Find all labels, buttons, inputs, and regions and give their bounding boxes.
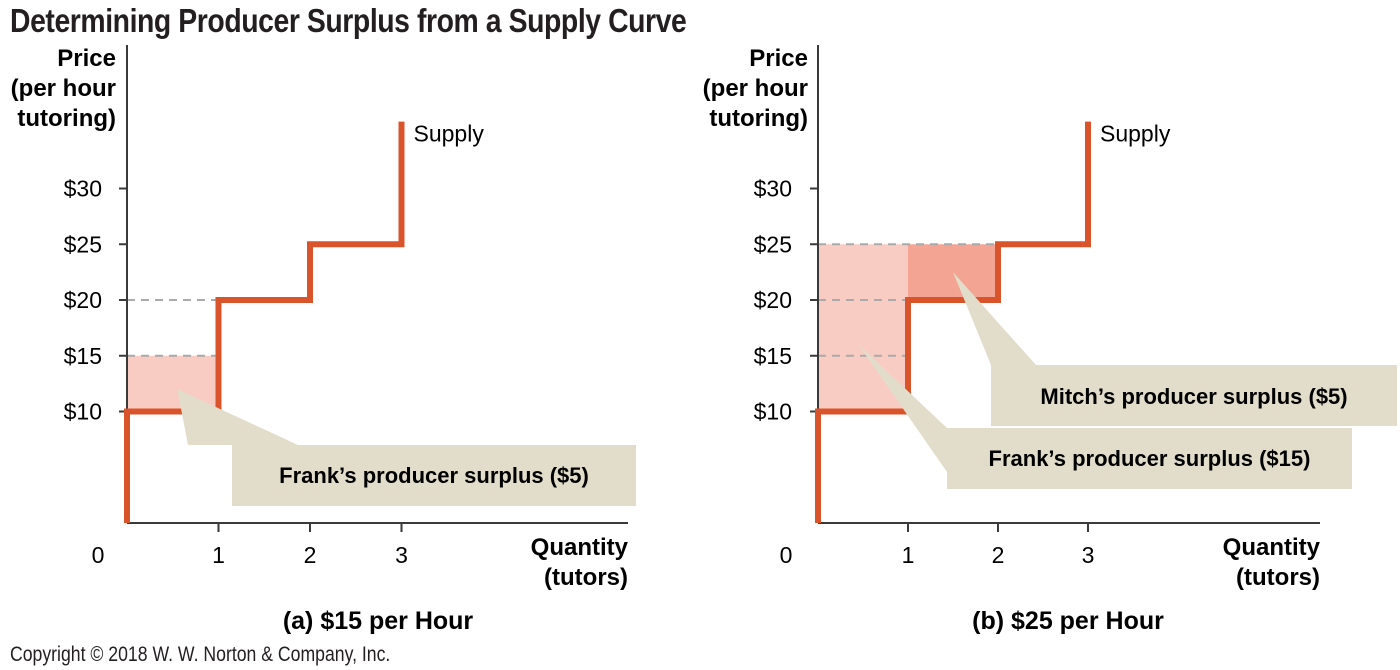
y-tick-label-15: $15 — [64, 343, 102, 369]
callout-text-2: Frank’s producer surplus ($15) — [989, 446, 1311, 471]
x-tick-label-3: 3 — [395, 542, 408, 568]
y-tick-label-20: $20 — [754, 287, 792, 313]
callout-box-2 — [947, 428, 1352, 489]
x-tick-label-2: 2 — [992, 542, 1005, 568]
callout-text-1: Mitch’s producer surplus ($5) — [1040, 384, 1347, 409]
y-axis-title-line-3: tutoring) — [17, 105, 116, 132]
y-axis-title-line-1: Price — [57, 45, 116, 72]
panel-title: (b) $25 per Hour — [972, 607, 1164, 635]
copyright-notice: Copyright © 2018 W. W. Norton & Company,… — [10, 643, 391, 666]
callout-pointer-1 — [953, 272, 1036, 365]
y-axis-title-line-2: (per hour — [703, 75, 808, 102]
x-axis-title-line-1: Quantity — [1223, 534, 1321, 561]
callout-pointer-1 — [177, 389, 298, 445]
y-tick-label-25: $25 — [64, 231, 102, 257]
y-tick-label-15: $15 — [754, 343, 792, 369]
supply-label: Supply — [414, 121, 485, 147]
y-axis-title-line-2: (per hour — [11, 75, 116, 102]
y-tick-label-30: $30 — [754, 176, 792, 202]
callout-box-1 — [232, 445, 636, 506]
x-axis-title-line-2: (tutors) — [544, 564, 628, 591]
x-tick-label-3: 3 — [1082, 542, 1095, 568]
x-tick-label-2: 2 — [304, 542, 317, 568]
x-axis-title-line-2: (tutors) — [1236, 564, 1320, 591]
supply-curve — [815, 121, 1091, 523]
x-axis-title-line-1: Quantity — [531, 534, 629, 561]
y-tick-label-25: $25 — [754, 231, 792, 257]
y-axis-title-line-3: tutoring) — [709, 105, 808, 132]
supply-curve — [124, 121, 405, 523]
callout-pointer-2 — [858, 344, 947, 472]
callout-text-1: Frank’s producer surplus ($5) — [279, 463, 589, 488]
y-axis-title-line-1: Price — [749, 45, 808, 72]
x-tick-label-1: 1 — [212, 542, 225, 568]
panel-b: $10 $15 $20 $25 $30 1 2 3 0 Supply Price (per hour t… — [703, 45, 1397, 635]
origin-label: 0 — [780, 542, 793, 568]
callout-box-1 — [991, 365, 1397, 426]
x-tick-label-1: 1 — [902, 542, 915, 568]
origin-label: 0 — [92, 542, 105, 568]
y-tick-label-30: $30 — [64, 176, 102, 202]
panel-a: $10 $15 $20 $25 $30 1 2 3 0 Supply Price (per hour t… — [11, 45, 636, 635]
figure-title: Determining Producer Surplus from a Supp… — [10, 2, 687, 39]
panel-title: (a) $15 per Hour — [283, 607, 474, 635]
y-tick-label-20: $20 — [64, 287, 102, 313]
y-tick-label-10: $10 — [64, 399, 102, 425]
supply-label: Supply — [1100, 121, 1171, 147]
y-tick-label-10: $10 — [754, 399, 792, 425]
